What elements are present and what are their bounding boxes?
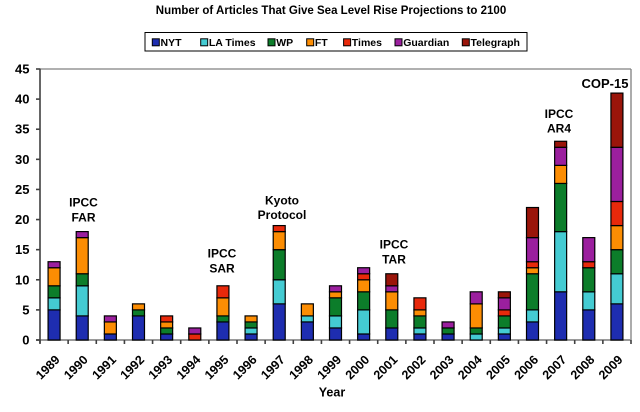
svg-text:Times: Times — [352, 37, 382, 49]
svg-text:Guardian: Guardian — [403, 37, 449, 49]
svg-text:LA Times: LA Times — [209, 37, 256, 49]
svg-text:35: 35 — [15, 122, 29, 137]
svg-text:FAR: FAR — [72, 211, 96, 225]
svg-text:Number of Articles That Give S: Number of Articles That Give Sea Level R… — [156, 5, 506, 17]
svg-text:WP: WP — [276, 37, 293, 49]
svg-text:40: 40 — [15, 92, 29, 107]
svg-text:Telegraph: Telegraph — [471, 37, 520, 49]
svg-text:30: 30 — [15, 152, 29, 167]
svg-text:IPCC: IPCC — [545, 107, 574, 121]
svg-text:5: 5 — [22, 302, 29, 317]
svg-text:COP-15: COP-15 — [582, 76, 629, 91]
svg-text:SAR: SAR — [209, 262, 235, 276]
svg-text:10: 10 — [15, 272, 29, 287]
svg-text:Kyoto: Kyoto — [265, 194, 299, 208]
svg-text:FT: FT — [315, 37, 328, 49]
svg-text:AR4: AR4 — [547, 122, 571, 136]
svg-text:15: 15 — [15, 242, 29, 257]
svg-text:NYT: NYT — [161, 37, 183, 49]
svg-text:IPCC: IPCC — [380, 238, 409, 252]
svg-text:TAR: TAR — [382, 253, 406, 267]
svg-text:Year: Year — [319, 386, 346, 400]
svg-text:45: 45 — [15, 62, 29, 77]
svg-text:IPCC: IPCC — [208, 247, 237, 261]
svg-text:20: 20 — [15, 212, 29, 227]
svg-text:25: 25 — [15, 182, 29, 197]
svg-text:0: 0 — [22, 333, 29, 348]
svg-text:Protocol: Protocol — [258, 208, 307, 222]
svg-text:IPCC: IPCC — [69, 196, 98, 210]
